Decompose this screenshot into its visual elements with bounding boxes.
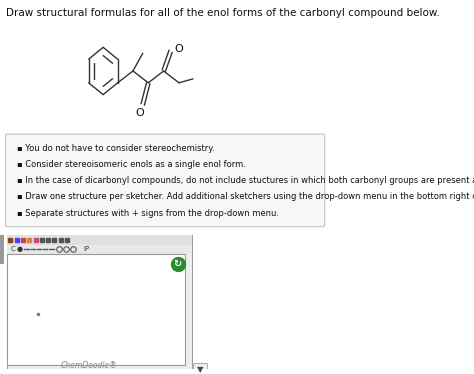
Text: ●: ● xyxy=(17,246,23,252)
Text: ▪ Draw one structure per sketcher. Add additional sketchers using the drop-down : ▪ Draw one structure per sketcher. Add a… xyxy=(17,193,474,202)
Bar xyxy=(7,245,191,254)
Text: O: O xyxy=(136,108,144,119)
Text: ▼: ▼ xyxy=(197,365,203,374)
Bar xyxy=(193,363,207,374)
Text: ▪ In the case of dicarbonyl compounds, do not include stuctures in which both ca: ▪ In the case of dicarbonyl compounds, d… xyxy=(17,176,474,185)
Text: IP: IP xyxy=(83,246,90,252)
Text: C: C xyxy=(10,246,15,252)
Text: ▪ You do not have to consider stereochemistry.: ▪ You do not have to consider stereochem… xyxy=(17,144,214,153)
FancyBboxPatch shape xyxy=(6,134,325,227)
Text: O: O xyxy=(174,44,183,54)
Bar xyxy=(7,234,191,369)
Text: ▪ Consider stereoisomeric enols as a single enol form.: ▪ Consider stereoisomeric enols as a sin… xyxy=(17,160,246,169)
Text: ChemDoodle®: ChemDoodle® xyxy=(60,361,117,370)
Text: Draw structural formulas for all of the enol forms of the carbonyl compound belo: Draw structural formulas for all of the … xyxy=(6,8,439,18)
Bar xyxy=(7,234,191,245)
Bar xyxy=(7,254,185,365)
Text: ↻: ↻ xyxy=(173,259,182,269)
Text: ▪ Separate structures with + signs from the drop-down menu.: ▪ Separate structures with + signs from … xyxy=(17,209,279,218)
Bar xyxy=(0,234,4,264)
